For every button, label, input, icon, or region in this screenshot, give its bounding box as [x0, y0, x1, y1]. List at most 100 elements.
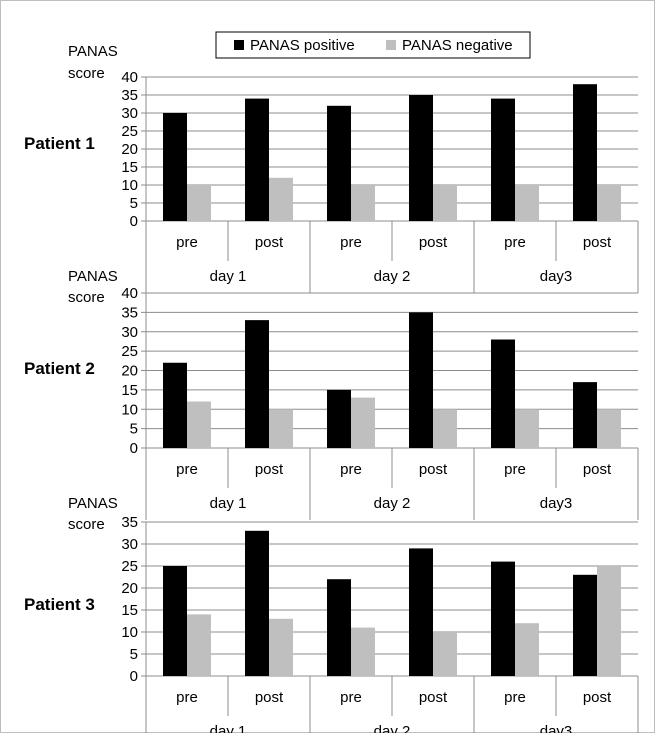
bar-panas-negative — [597, 409, 621, 448]
y-axis-label: score — [68, 65, 105, 82]
bar-panas-negative — [269, 618, 293, 676]
x-category-label: pre — [176, 461, 198, 478]
bar-panas-positive — [409, 548, 433, 676]
x-category-label: pre — [340, 234, 362, 251]
x-group-label: day3 — [540, 723, 573, 733]
x-category-label: post — [255, 689, 284, 706]
y-tick-label: 15 — [121, 382, 138, 399]
patient-title: Patient 2 — [24, 359, 95, 378]
legend-swatch-negative — [386, 40, 396, 50]
legend-label-negative: PANAS negative — [402, 37, 513, 54]
legend: PANAS positive PANAS negative — [215, 31, 531, 59]
bar-panas-negative — [351, 397, 375, 448]
bar-panas-negative — [269, 409, 293, 448]
y-tick-label: 10 — [121, 177, 138, 194]
y-tick-label: 5 — [130, 195, 138, 212]
legend-label-positive: PANAS positive — [250, 37, 355, 54]
bar-panas-positive — [327, 579, 351, 676]
bar-panas-positive — [573, 382, 597, 448]
bar-panas-positive — [573, 574, 597, 676]
bar-panas-positive — [245, 320, 269, 448]
y-tick-label: 35 — [121, 87, 138, 104]
x-group-label: day 2 — [374, 495, 411, 512]
y-tick-label: 30 — [121, 105, 138, 122]
patient-title: Patient 1 — [24, 134, 95, 153]
x-category-label: pre — [504, 689, 526, 706]
y-tick-label: 40 — [121, 69, 138, 86]
y-tick-label: 30 — [121, 536, 138, 553]
x-category-label: post — [255, 234, 284, 251]
y-tick-label: 20 — [121, 580, 138, 597]
bar-panas-negative — [433, 632, 457, 676]
y-tick-label: 25 — [121, 558, 138, 575]
bar-panas-negative — [351, 627, 375, 676]
bar-panas-negative — [433, 185, 457, 221]
x-group-label: day 1 — [210, 723, 247, 733]
y-tick-label: 10 — [121, 624, 138, 641]
y-axis-label: PANAS — [68, 495, 118, 512]
x-category-label: post — [583, 234, 612, 251]
bar-panas-negative — [597, 566, 621, 676]
bar-panas-positive — [491, 339, 515, 448]
bar-panas-positive — [163, 566, 187, 676]
bar-panas-positive — [245, 530, 269, 676]
x-category-label: post — [419, 689, 448, 706]
y-tick-label: 0 — [130, 440, 138, 457]
y-tick-label: 20 — [121, 363, 138, 380]
bar-panas-negative — [433, 409, 457, 448]
bar-panas-positive — [163, 362, 187, 448]
bar-panas-negative — [515, 185, 539, 221]
x-group-label: day 2 — [374, 723, 411, 733]
x-group-label: day 1 — [210, 495, 247, 512]
x-category-label: post — [583, 689, 612, 706]
patient-title: Patient 3 — [24, 595, 95, 614]
x-group-label: day 1 — [210, 268, 247, 285]
y-tick-label: 35 — [121, 514, 138, 531]
y-tick-label: 20 — [121, 141, 138, 158]
x-group-label: day 2 — [374, 268, 411, 285]
x-category-label: pre — [504, 234, 526, 251]
x-category-label: pre — [504, 461, 526, 478]
x-group-label: day3 — [540, 495, 573, 512]
x-category-label: pre — [176, 234, 198, 251]
bar-panas-negative — [187, 614, 211, 676]
y-tick-label: 30 — [121, 324, 138, 341]
bar-panas-positive — [245, 98, 269, 221]
bar-panas-positive — [491, 561, 515, 676]
x-group-label: day3 — [540, 268, 573, 285]
x-category-label: post — [583, 461, 612, 478]
bar-panas-positive — [491, 98, 515, 221]
bar-panas-negative — [269, 177, 293, 221]
bar-panas-negative — [515, 409, 539, 448]
bar-panas-positive — [409, 95, 433, 221]
y-tick-label: 15 — [121, 602, 138, 619]
bar-panas-negative — [351, 185, 375, 221]
y-tick-label: 5 — [130, 646, 138, 663]
legend-box — [215, 31, 531, 59]
y-tick-label: 0 — [130, 213, 138, 230]
x-category-label: post — [419, 234, 448, 251]
bar-panas-positive — [409, 312, 433, 448]
x-category-label: post — [255, 461, 284, 478]
bar-panas-positive — [163, 113, 187, 221]
y-tick-label: 40 — [121, 285, 138, 302]
y-axis-label: score — [68, 516, 105, 533]
y-tick-label: 25 — [121, 123, 138, 140]
x-category-label: pre — [176, 689, 198, 706]
y-axis-label: PANAS — [68, 268, 118, 285]
bar-panas-negative — [187, 185, 211, 221]
bar-panas-negative — [597, 185, 621, 221]
y-tick-label: 35 — [121, 304, 138, 321]
bar-panas-negative — [187, 401, 211, 448]
y-tick-label: 5 — [130, 421, 138, 438]
y-tick-label: 15 — [121, 159, 138, 176]
y-tick-label: 0 — [130, 668, 138, 685]
bar-panas-positive — [573, 84, 597, 221]
x-category-label: pre — [340, 461, 362, 478]
y-tick-label: 10 — [121, 401, 138, 418]
y-axis-label: PANAS — [68, 43, 118, 60]
